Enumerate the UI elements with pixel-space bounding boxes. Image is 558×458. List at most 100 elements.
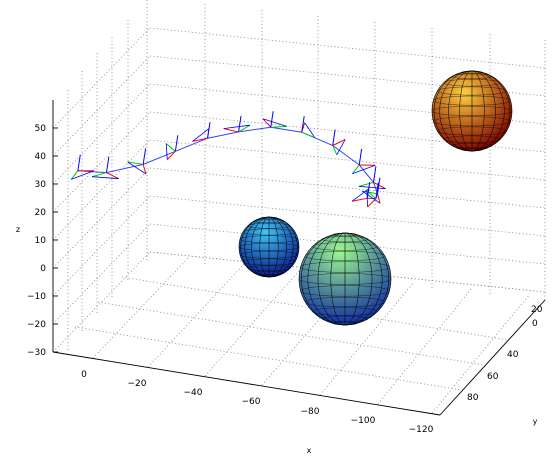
sphere-latitude <box>242 228 296 236</box>
sphere-latitude <box>443 135 501 143</box>
sphere-latitude <box>451 73 493 79</box>
frame-axis-x <box>332 138 346 146</box>
frame-axis-z <box>207 122 211 139</box>
frame-axis-y <box>301 131 315 139</box>
y-tick-label: 80 <box>467 393 479 403</box>
x-axis-label: x <box>307 446 312 455</box>
sphere-latitude <box>437 126 507 136</box>
frame-axis-x <box>192 137 208 142</box>
gridline <box>431 293 531 414</box>
axes <box>52 100 546 416</box>
x-tick-label: 0 <box>81 370 87 380</box>
sphere-longitude <box>301 232 389 326</box>
frame-axis-x <box>373 181 386 190</box>
sphere-latitude <box>304 251 386 261</box>
frame-axis-y <box>238 124 251 133</box>
sphere-latitude <box>300 261 390 273</box>
frame-axis-z <box>358 148 363 166</box>
frame-axis-y <box>127 161 144 165</box>
frame-axis-y <box>270 125 287 128</box>
x-tick-label: −20 <box>128 379 147 389</box>
frame-axis-z <box>105 156 110 173</box>
frame-triangle <box>223 124 250 129</box>
frame-axis-x <box>352 197 368 202</box>
frame-axis-x <box>142 164 147 175</box>
frame-axis-y <box>351 164 360 175</box>
z-tick-label: 50 <box>35 124 47 134</box>
x-tick-labels: 0 −20 −40 −60 −80 −100 −120 <box>81 370 433 435</box>
sphere-hot <box>431 70 513 152</box>
frame-triangle <box>165 143 168 160</box>
frame-triangle <box>366 190 368 207</box>
sphere-latitude <box>451 143 493 149</box>
sphere-latitude <box>304 297 386 307</box>
sphere-latitude <box>321 315 369 322</box>
sphere-latitude <box>247 265 291 271</box>
frame-axis-z <box>375 182 379 199</box>
frame-axis-y <box>358 181 374 187</box>
y-axis-label: y <box>533 417 538 426</box>
z-axis-label: z <box>16 225 20 234</box>
frame-axis-z <box>332 129 336 146</box>
z-tick-label: 20 <box>35 208 47 218</box>
frame-axis-x <box>377 193 381 204</box>
z-tick-label: 30 <box>35 180 47 190</box>
sphere-latitude <box>437 86 507 96</box>
y-tick-label: 60 <box>487 372 499 382</box>
frame-triangle <box>358 185 386 190</box>
sphere-latitude <box>239 235 299 243</box>
sphere-latitude <box>312 307 378 316</box>
sphere-mesh <box>431 70 513 152</box>
sphere-latitude <box>253 271 285 275</box>
frame-axis-y <box>332 145 338 155</box>
z-tick-label: −20 <box>27 320 46 330</box>
z-tick-label: −30 <box>27 348 46 358</box>
y-tick-labels: 0 20 40 60 80 <box>467 305 543 403</box>
gridline <box>204 269 301 377</box>
frame-axis-x <box>106 172 119 180</box>
frame-axis-x <box>223 128 239 133</box>
x-tick-label: −120 <box>409 425 434 435</box>
frame-axis-x <box>262 118 272 128</box>
gridline <box>52 27 151 129</box>
sphere-blue <box>238 216 300 278</box>
x-tick-label: −100 <box>351 416 376 426</box>
gridline <box>52 83 151 185</box>
grid-lines <box>52 0 546 416</box>
y-axis-line <box>439 299 546 416</box>
sphere-latitude <box>300 285 390 297</box>
gridline <box>52 251 151 353</box>
sphere-latitude <box>239 251 299 259</box>
sphere-latitude <box>321 236 369 243</box>
frame-axis-x <box>166 150 176 160</box>
gridline <box>52 111 151 213</box>
y-tick-label: 0 <box>532 319 538 329</box>
frame-axis-x <box>367 198 377 208</box>
sphere-mesh <box>298 232 392 326</box>
frame-triangle <box>361 190 381 204</box>
frame-triangle <box>336 139 346 155</box>
gridline <box>52 223 151 325</box>
sphere-longitude <box>240 216 298 278</box>
sphere-latitude <box>238 243 300 251</box>
frame-axis-y <box>165 143 176 152</box>
gridline <box>377 287 473 405</box>
y-tick-label: 20 <box>531 305 543 315</box>
sphere-latitude <box>247 223 291 229</box>
frame-axis-z <box>301 116 305 133</box>
frame-triangle <box>351 188 370 202</box>
gridline <box>52 167 151 269</box>
sphere-latitude <box>312 242 378 251</box>
y-tick-label: 40 <box>507 350 519 360</box>
sphere-cyan <box>298 232 392 326</box>
frame-triangle <box>71 170 95 180</box>
frame-triangle <box>127 161 147 175</box>
sphere-latitude <box>443 79 501 87</box>
gridline <box>147 263 245 368</box>
frame-axis-z <box>77 154 81 171</box>
z-tick-label: 40 <box>35 152 47 162</box>
frame-axis-z <box>142 148 147 165</box>
z-tick-label: 10 <box>35 236 47 246</box>
